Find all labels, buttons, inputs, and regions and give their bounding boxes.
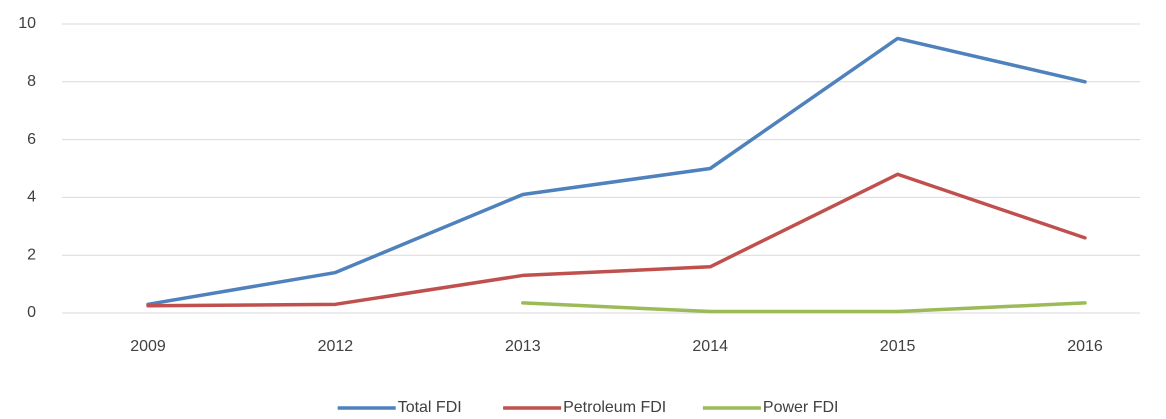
y-tick-label: 0: [27, 304, 36, 321]
x-tick-label: 2015: [880, 338, 916, 355]
legend-label: Total FDI: [398, 399, 462, 416]
line-series: [146, 36, 1087, 307]
y-tick-label: 6: [27, 131, 36, 148]
x-tick-label: 2014: [692, 338, 728, 355]
y-tick-label: 10: [18, 15, 36, 32]
y-tick-label: 2: [27, 246, 36, 263]
x-tick-label: 2013: [505, 338, 541, 355]
legend-label: Petroleum FDI: [563, 399, 666, 416]
x-tick-label: 2012: [318, 338, 354, 355]
y-tick-label: 8: [27, 73, 36, 90]
x-tick-label: 2009: [130, 338, 166, 355]
x-tick-label: 2016: [1067, 338, 1103, 355]
y-tick-label: 4: [27, 189, 36, 206]
line-series: [146, 172, 1087, 308]
legend-label: Power FDI: [763, 399, 839, 416]
line-series: [521, 301, 1087, 314]
